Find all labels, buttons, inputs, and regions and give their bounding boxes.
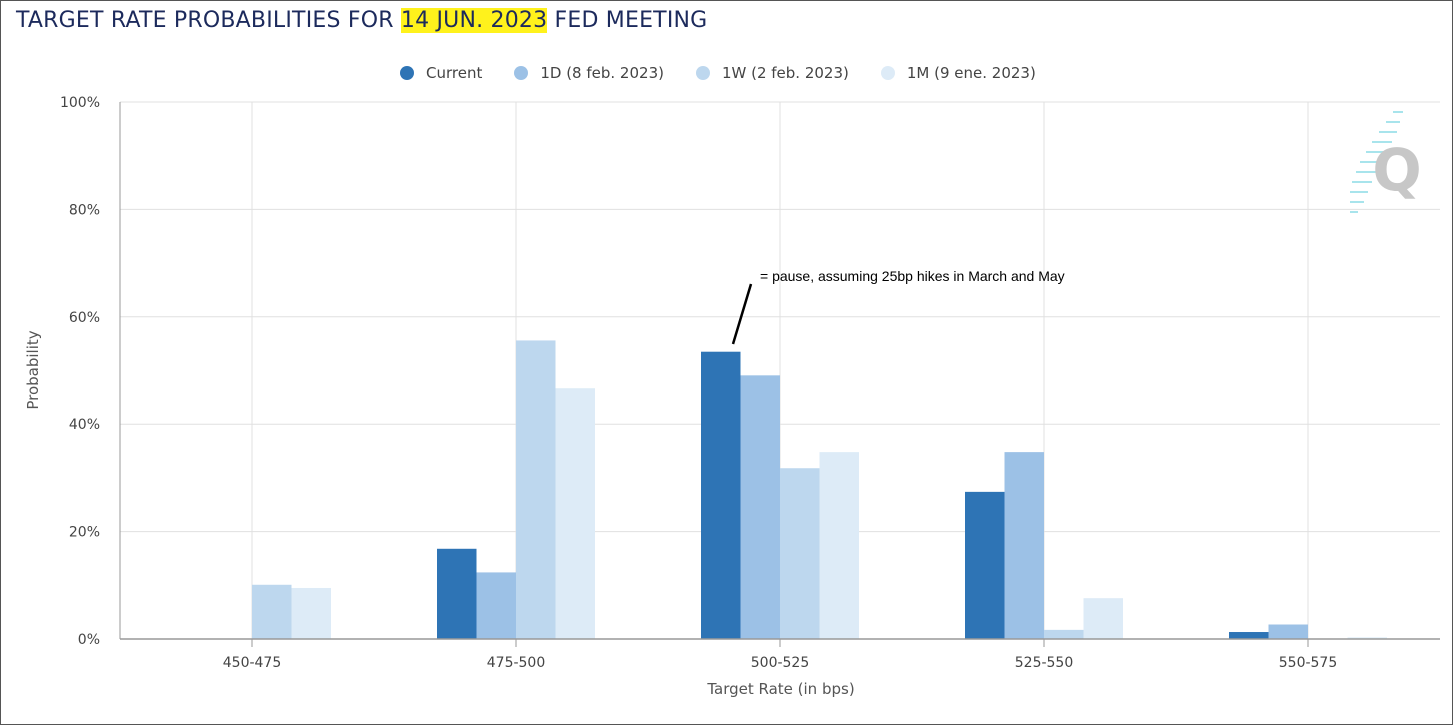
bar-w1 — [780, 468, 820, 639]
legend-item-1w[interactable]: 1W (2 feb. 2023) — [695, 64, 849, 82]
y-tick-label: 100% — [60, 95, 100, 111]
legend-marker-1w — [695, 66, 710, 80]
chart-legend: Current 1D (8 feb. 2023) 1W (2 feb. 2023… — [400, 64, 1068, 82]
legend-label-current: Current — [426, 64, 483, 82]
y-tick-label: 0% — [78, 632, 100, 648]
title-date-highlight: 14 JUN. 2023 — [400, 8, 548, 33]
bar-w1 — [252, 584, 292, 639]
chart-title: TARGET RATE PROBABILITIES FOR 14 JUN. 20… — [16, 8, 707, 33]
title-suffix: FED MEETING — [547, 8, 708, 33]
bar-d1 — [476, 572, 516, 639]
legend-label-1w: 1W (2 feb. 2023) — [721, 64, 849, 82]
bar-m1 — [291, 587, 331, 639]
x-tick-label: 525-550 — [1015, 655, 1074, 671]
bar-d1 — [1268, 624, 1308, 639]
y-tick-label: 20% — [69, 525, 100, 541]
legend-marker-1d — [514, 66, 529, 80]
x-tick-label: 450-475 — [223, 655, 282, 671]
annotation-text: = pause, assuming 25bp hikes in March an… — [760, 268, 1065, 284]
bar-d1 — [1004, 452, 1044, 639]
legend-label-1d: 1D (8 feb. 2023) — [540, 64, 664, 82]
watermark-logo: Q — [1350, 111, 1422, 213]
y-tick-label: 40% — [69, 417, 100, 433]
legend-item-current[interactable]: Current — [400, 64, 482, 82]
svg-text:Q: Q — [1372, 136, 1421, 204]
legend-item-1d[interactable]: 1D (8 feb. 2023) — [514, 64, 664, 82]
bar-current — [437, 548, 477, 639]
legend-marker-1m — [880, 66, 895, 80]
legend-label-1m: 1M (9 ene. 2023) — [906, 64, 1036, 82]
annotation-pointer — [731, 283, 753, 345]
bar-d1 — [740, 375, 780, 639]
bar-w1 — [1044, 629, 1084, 639]
y-axis-title: Probability — [24, 330, 42, 410]
legend-marker-current — [400, 66, 414, 80]
bar-m1 — [819, 452, 859, 639]
y-tick-label: 60% — [69, 310, 100, 326]
bar-current — [1229, 632, 1269, 639]
title-prefix: TARGET RATE PROBABILITIES FOR — [16, 8, 401, 33]
legend-item-1m[interactable]: 1M (9 ene. 2023) — [880, 64, 1036, 82]
bar-w1 — [516, 340, 556, 639]
bar-m1 — [1083, 598, 1123, 639]
x-tick-label: 550-575 — [1279, 655, 1338, 671]
x-tick-label: 475-500 — [487, 655, 546, 671]
bar-current — [965, 491, 1005, 639]
bar-m1 — [1347, 637, 1387, 639]
y-tick-label: 80% — [69, 202, 100, 218]
chart-axes: 0% 20% 40% 60% 80% 100% 450-475 475-500 500-525 5… — [60, 95, 1440, 671]
bar-m1 — [555, 388, 595, 639]
bar-current — [701, 351, 741, 639]
x-tick-label: 500-525 — [751, 655, 810, 671]
chart-bars — [252, 340, 1387, 639]
x-axis-title: Target Rate (in bps) — [707, 680, 855, 698]
